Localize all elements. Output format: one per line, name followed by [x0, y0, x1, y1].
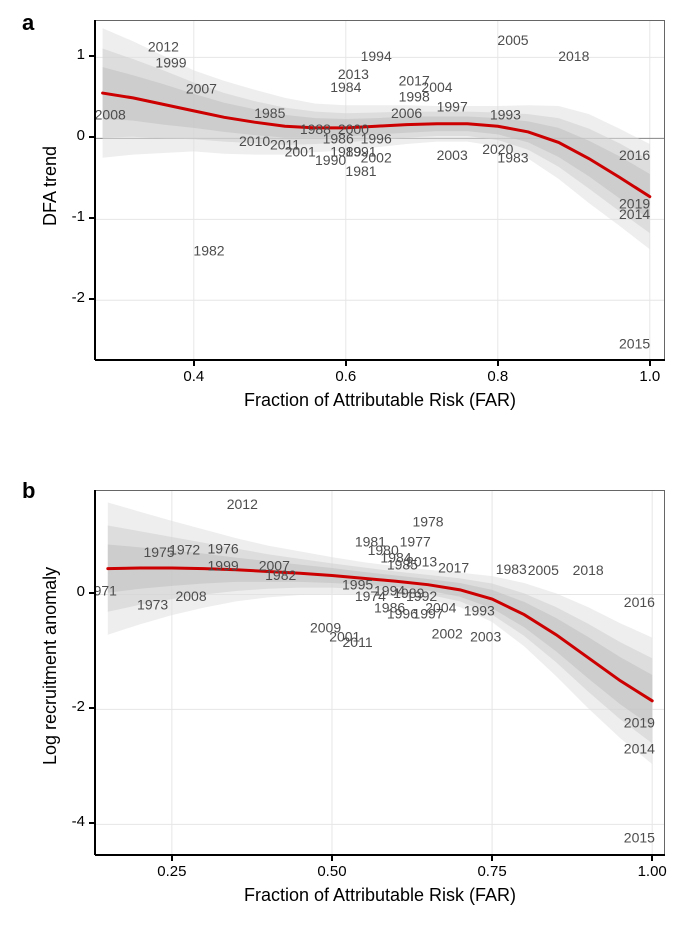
year-label: 2017: [438, 559, 469, 575]
figure: a201219992005201819942013201720041984199…: [0, 0, 685, 944]
year-label: 1997: [437, 98, 468, 114]
plot-area-a: 2012199920052018199420132017200419841998…: [95, 20, 665, 360]
year-label: 1994: [361, 48, 392, 64]
y-tick: [89, 136, 95, 138]
year-label: 1999: [155, 55, 186, 71]
year-label: 2005: [528, 562, 559, 578]
year-label: 1998: [399, 89, 430, 105]
year-label: 2014: [624, 740, 655, 756]
plot-svg-a: 2012199920052018199420132017200419841998…: [95, 21, 664, 360]
year-label: 2002: [432, 625, 463, 641]
year-label: 1999: [208, 558, 239, 574]
x-tick: [345, 360, 347, 366]
year-label: 1981: [345, 163, 376, 179]
year-label: 1985: [254, 105, 285, 121]
year-label: 1972: [169, 541, 200, 557]
year-label: 1993: [464, 602, 495, 618]
y-tick: [89, 707, 95, 709]
y-axis-title: Log recruitment anomaly: [40, 566, 61, 764]
year-label: 2010: [239, 133, 270, 149]
x-tick-label: 0.4: [174, 368, 214, 385]
y-tick: [89, 822, 95, 824]
y-tick-label: -2: [50, 289, 85, 306]
year-label: 2012: [227, 496, 258, 512]
year-label: 1984: [330, 79, 361, 95]
x-tick-label: 1.00: [632, 863, 672, 880]
year-label: 1983: [496, 561, 527, 577]
x-axis-title: Fraction of Attributable Risk (FAR): [95, 390, 665, 411]
x-tick: [649, 360, 651, 366]
year-label: 1997: [412, 605, 443, 621]
year-label: 1973: [137, 597, 168, 613]
year-label: 2001: [285, 144, 316, 160]
x-tick: [497, 360, 499, 366]
year-label: 2007: [186, 81, 217, 97]
year-label: 2019: [624, 714, 655, 730]
x-axis-line: [95, 359, 665, 361]
plot-area-b: 2012197819811977197519721976198019842013…: [95, 490, 665, 855]
year-label: 2012: [148, 38, 179, 54]
x-tick-label: 0.8: [478, 368, 518, 385]
year-label: 1971: [95, 582, 117, 598]
y-tick-label: -4: [50, 813, 85, 830]
year-label: 1993: [490, 106, 521, 122]
year-label: 1985: [387, 556, 418, 572]
x-tick: [331, 855, 333, 861]
panel-label: a: [22, 10, 34, 36]
year-label: 2003: [437, 147, 468, 163]
year-label: 2015: [624, 829, 655, 845]
year-label: 2015: [619, 336, 650, 352]
year-label: 2016: [619, 147, 650, 163]
year-label: 1983: [497, 149, 528, 165]
x-tick: [171, 855, 173, 861]
y-tick: [89, 592, 95, 594]
x-tick: [193, 360, 195, 366]
year-label: 2008: [175, 588, 206, 604]
y-tick: [89, 217, 95, 219]
year-label: 2011: [343, 634, 373, 650]
plot-svg-b: 2012197819811977197519721976198019842013…: [95, 491, 664, 855]
year-label: 2005: [497, 32, 528, 48]
x-tick-label: 1.0: [630, 368, 670, 385]
y-axis-title: DFA trend: [40, 146, 61, 226]
year-label: 2018: [573, 562, 604, 578]
y-axis-line: [94, 20, 96, 360]
y-tick-label: 0: [50, 127, 85, 144]
x-axis-line: [95, 854, 665, 856]
x-tick: [651, 855, 653, 861]
year-label: 1976: [208, 540, 239, 556]
x-axis-title: Fraction of Attributable Risk (FAR): [95, 885, 665, 906]
x-tick-label: 0.25: [152, 863, 192, 880]
year-label: 1982: [193, 242, 224, 258]
year-label: 2016: [624, 594, 655, 610]
year-label: 2003: [470, 628, 501, 644]
year-label: 1978: [412, 513, 443, 529]
y-axis-line: [94, 490, 96, 855]
y-tick-label: 1: [50, 46, 85, 63]
year-label: 2006: [391, 105, 422, 121]
year-label: 2008: [95, 106, 126, 122]
year-label: 1977: [400, 533, 431, 549]
y-tick: [89, 55, 95, 57]
x-tick-label: 0.75: [472, 863, 512, 880]
panel-label: b: [22, 478, 35, 504]
year-label: 2018: [558, 48, 589, 64]
y-tick: [89, 298, 95, 300]
x-tick-label: 0.50: [312, 863, 352, 880]
year-label: 1982: [265, 567, 296, 583]
x-tick-label: 0.6: [326, 368, 366, 385]
x-tick: [491, 855, 493, 861]
year-label: 1990: [315, 152, 346, 168]
year-label: 2014: [619, 206, 650, 222]
